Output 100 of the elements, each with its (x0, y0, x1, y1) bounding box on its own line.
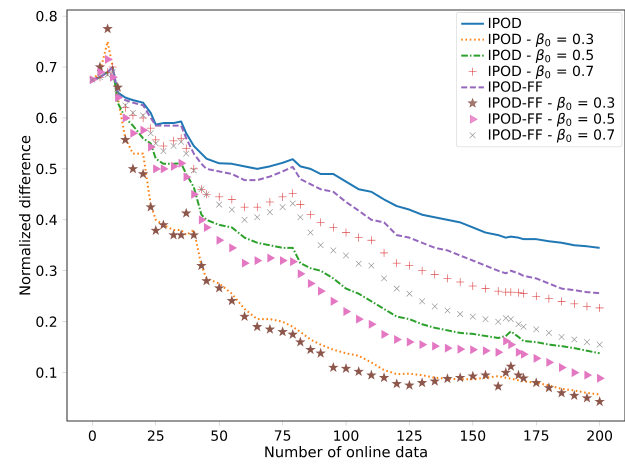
point (104, 55, 113, 64)
point (110, 72, 118, 82)
x-tick-label: 25 (148, 430, 164, 441)
point (329, 223, 338, 232)
point (368, 320, 376, 329)
point (584, 370, 592, 380)
point (328, 362, 338, 372)
point (160, 148, 166, 154)
point (405, 261, 414, 270)
point (216, 236, 224, 245)
point (330, 297, 338, 306)
point (170, 162, 178, 171)
point (169, 136, 178, 146)
point (356, 260, 362, 267)
point (242, 258, 250, 268)
point (442, 374, 452, 383)
point (140, 112, 146, 119)
point (113, 82, 122, 92)
point (380, 248, 388, 258)
point (404, 380, 414, 390)
point (343, 307, 351, 316)
point (432, 342, 440, 350)
point (456, 278, 464, 286)
point (430, 270, 440, 279)
point (430, 376, 440, 386)
point (392, 378, 402, 388)
point (190, 164, 198, 174)
point (254, 214, 260, 220)
point (515, 321, 522, 328)
point (146, 202, 156, 212)
point (468, 371, 478, 380)
point (558, 363, 567, 372)
point (570, 300, 579, 308)
point (494, 286, 502, 296)
point (265, 324, 275, 334)
point (457, 310, 464, 318)
point (168, 230, 178, 240)
point (354, 366, 364, 376)
point (595, 304, 604, 312)
legend-label: IPOD-FF - β$_{0}$ = 0.5 (488, 112, 614, 126)
point (596, 342, 603, 348)
point (380, 275, 388, 282)
point (148, 142, 156, 152)
point (444, 307, 451, 314)
point (122, 102, 128, 108)
legend-label: IPOD - β$_{0}$ = 0.3 (488, 33, 594, 47)
legend-label: IPOD (488, 18, 521, 28)
point (557, 297, 566, 306)
point (470, 345, 478, 354)
point (379, 372, 389, 382)
point (318, 286, 326, 296)
point (290, 257, 298, 266)
point (342, 228, 350, 237)
point (394, 335, 402, 344)
point (514, 288, 523, 297)
point (176, 134, 186, 143)
point (493, 381, 503, 390)
legend-label: IPOD-FF - β$_{0}$ = 0.7 (488, 128, 614, 142)
point (482, 346, 490, 356)
y-tick-label: 0.1 (36, 367, 56, 378)
point (546, 330, 552, 336)
point (122, 114, 130, 122)
point (406, 290, 413, 297)
point (252, 322, 262, 331)
point (381, 330, 389, 339)
point (229, 244, 237, 252)
point (128, 111, 138, 120)
point (318, 242, 324, 248)
point (102, 24, 112, 33)
point (148, 130, 154, 136)
point (533, 326, 540, 332)
x-axis-title: Number of online data (265, 446, 427, 458)
point (184, 172, 192, 182)
point (128, 164, 138, 173)
point (432, 303, 438, 310)
y-tick-label: 0.4 (36, 214, 57, 226)
point (367, 236, 376, 244)
point (532, 378, 541, 387)
point (159, 142, 168, 150)
point (316, 218, 325, 227)
point (266, 198, 274, 206)
point (594, 396, 604, 406)
point (341, 364, 351, 373)
point (520, 350, 528, 359)
y-tick-label: 0.7 (36, 62, 56, 72)
point (316, 348, 326, 358)
point (392, 258, 401, 268)
point (121, 104, 130, 112)
point (501, 368, 510, 377)
point (196, 260, 206, 270)
point (176, 230, 186, 240)
point (214, 283, 224, 292)
point (103, 68, 112, 76)
point (228, 195, 236, 204)
point (178, 158, 186, 168)
point (354, 233, 363, 242)
point (544, 294, 554, 304)
point (280, 204, 286, 210)
point (138, 169, 148, 178)
x-tick-label: 75 (274, 430, 290, 441)
